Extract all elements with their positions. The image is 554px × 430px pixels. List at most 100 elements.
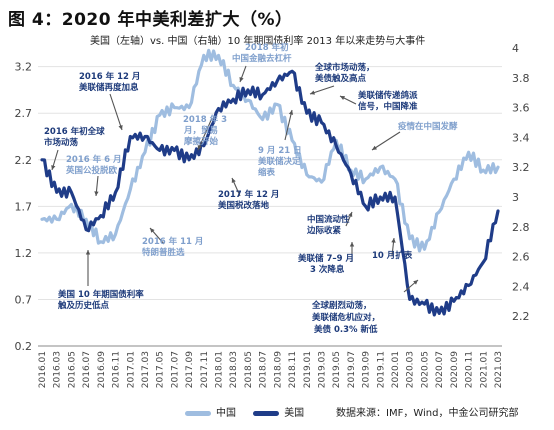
series-line-usa xyxy=(40,69,500,317)
y-right-tick-3: 2.8 xyxy=(512,221,530,234)
series-lines xyxy=(40,48,500,317)
annotation-0: 2016 年 12 月 xyxy=(79,71,140,82)
x-tick-2: 2016.05 xyxy=(67,351,77,388)
legend: 中国 美国 xyxy=(185,404,318,419)
annotation-28: 3 次降息 xyxy=(310,264,345,275)
x-tick-8: 2017.05 xyxy=(156,351,166,388)
annotation-20: 美联储决定 xyxy=(258,156,301,167)
annotation-19: 9 月 21 日 xyxy=(258,146,302,156)
x-tick-0: 2016.01 xyxy=(38,351,48,388)
annotation-arrowhead-14 xyxy=(391,238,396,243)
annotation-4: 2016 年 6 月 xyxy=(66,154,121,165)
annotation-3: 市场动荡 xyxy=(44,137,79,148)
chart-title: 图 4：2020 年中美利差扩大（%） xyxy=(8,10,293,30)
y-left-tick-3: 1.7 xyxy=(15,200,33,213)
x-tick-23: 2019.11 xyxy=(376,351,386,388)
x-tick-29: 2020.11 xyxy=(465,351,475,388)
x-tick-22: 2019.09 xyxy=(362,351,372,388)
x-tick-26: 2020.05 xyxy=(420,351,430,388)
annotation-arrowhead-1 xyxy=(51,165,56,170)
annotation-25: 中国流动性 xyxy=(307,214,350,225)
source-note: 数据来源：IMF，Wind，中金公司研究部 xyxy=(336,408,519,419)
y-left-tick-2: 1.2 xyxy=(15,247,33,260)
annotation-arrowhead-4 xyxy=(85,250,91,255)
x-tick-21: 2019.07 xyxy=(347,351,357,388)
y-axis-left: 0.2 0.7 1.2 1.7 2.2 2.7 3.2 xyxy=(15,61,33,353)
x-tick-12: 2018.01 xyxy=(215,351,225,388)
y-right-tick-7: 3.6 xyxy=(512,102,530,115)
legend-swatch-china xyxy=(185,410,211,416)
y-left-tick-1: 0.7 xyxy=(15,293,33,306)
y-right-tick-2: 2.6 xyxy=(512,251,530,264)
x-tick-5: 2016.11 xyxy=(112,351,122,388)
annotation-21: 缩表 xyxy=(258,167,276,178)
x-tick-24: 2020.01 xyxy=(391,351,401,388)
annotation-arrowhead-7 xyxy=(239,77,244,82)
y-right-tick-9: 4 xyxy=(512,42,519,55)
x-tick-31: 2021.03 xyxy=(494,351,504,388)
y-left-tick-4: 2.2 xyxy=(15,154,33,167)
x-tick-30: 2021.01 xyxy=(479,351,489,388)
legend-label-usa: 美国 xyxy=(284,408,305,419)
x-tick-9: 2017.07 xyxy=(170,351,180,388)
annotation-32: 美债 0.3% 新低 xyxy=(314,324,378,335)
x-tick-18: 2019.01 xyxy=(303,351,313,388)
annotation-24: 疫情在中国发酵 xyxy=(398,121,458,132)
x-tick-17: 2018.11 xyxy=(288,351,298,388)
series-line-china xyxy=(40,48,500,253)
annotation-13: 月，贸易 xyxy=(183,125,218,136)
x-tick-27: 2020.07 xyxy=(435,351,445,388)
x-tick-13: 2018.03 xyxy=(229,351,239,388)
annotation-arrowhead-13 xyxy=(349,242,355,247)
x-tick-4: 2016.09 xyxy=(97,351,107,388)
chart-subtitle: 美国（左轴）vs. 中国（右轴）10 年期国债利率 2013 年以来走势与大事件 xyxy=(90,36,426,47)
annotation-2: 2016 年初全球 xyxy=(44,126,105,137)
annotation-18: 美债触及高点 xyxy=(315,73,367,84)
x-tick-10: 2017.09 xyxy=(185,351,195,388)
annotation-14: 摩擦开始 xyxy=(183,136,219,147)
y-left-tick-5: 2.7 xyxy=(15,107,33,120)
legend-swatch-usa xyxy=(253,410,280,416)
annotation-9: 触及历史低点 xyxy=(57,300,110,311)
x-tick-25: 2020.03 xyxy=(406,351,416,388)
annotation-29: 10 月扩表 xyxy=(372,250,413,261)
annotation-27: 美联储 7–9 月 xyxy=(298,253,354,264)
legend-item-china: 中国 xyxy=(185,404,236,419)
annotation-arrowhead-8 xyxy=(310,90,315,95)
y-right-tick-4: 3 xyxy=(512,191,519,204)
annotation-arrowhead-2 xyxy=(94,191,99,196)
y-axis-right: 2.2 2.4 2.6 2.8 3 3.2 3.4 3.6 3.8 4 xyxy=(512,42,530,323)
x-tick-15: 2018.07 xyxy=(259,351,269,388)
annotation-arrowhead-11 xyxy=(372,145,377,150)
x-tick-3: 2016.07 xyxy=(82,351,92,388)
annotation-7: 特朗普胜选 xyxy=(142,247,185,258)
legend-label-china: 中国 xyxy=(216,408,236,419)
annotation-arrowhead-10 xyxy=(340,96,345,100)
y-right-tick-5: 3.2 xyxy=(512,161,530,174)
annotation-arrowhead-15 xyxy=(413,280,418,285)
annotation-22: 美联储传递鸽派 xyxy=(358,90,418,101)
annotation-23: 信号，中国降准 xyxy=(358,101,418,112)
annotation-5: 英国公投脱欧 xyxy=(65,165,118,176)
legend-item-usa: 美国 xyxy=(253,404,304,419)
y-right-tick-8: 3.8 xyxy=(512,72,530,85)
annotation-15: 2017 年 12 月 xyxy=(218,189,279,200)
annotation-11: 中国金融去杠杆 xyxy=(232,53,292,64)
annotation-arrowhead-9 xyxy=(288,110,294,115)
annotation-8: 美国 10 年期国债利率 xyxy=(58,289,144,300)
dual-axis-line-chart: 0.2 0.7 1.2 1.7 2.2 2.7 3.2 2.2 2.4 2.6 2.8 3 3.2 3.… xyxy=(15,42,530,388)
x-tick-20: 2019.05 xyxy=(332,351,342,388)
annotation-arrowhead-0 xyxy=(118,125,123,130)
y-right-tick-6: 3.4 xyxy=(512,131,530,144)
annotation-arrowhead-5 xyxy=(197,145,202,150)
y-right-tick-0: 2.2 xyxy=(512,310,530,323)
y-left-tick-6: 3.2 xyxy=(15,61,33,74)
annotation-arrowhead-6 xyxy=(231,178,236,183)
grid xyxy=(38,66,502,347)
annotation-arrows xyxy=(51,65,419,293)
x-tick-14: 2018.05 xyxy=(244,351,254,388)
annotation-arrow-9 xyxy=(284,109,293,141)
x-tick-1: 2016.03 xyxy=(53,351,63,388)
annotation-arrow-5 xyxy=(197,117,213,151)
